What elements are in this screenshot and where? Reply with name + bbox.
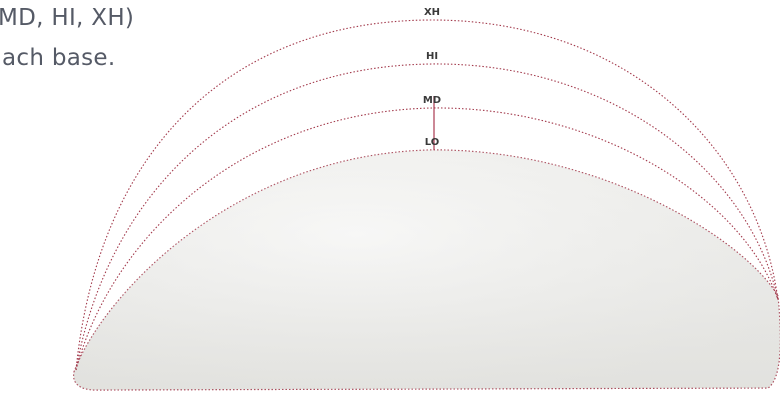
label-hi: HI	[426, 51, 438, 62]
profile-arc-md	[75, 107, 779, 371]
label-xh: XH	[424, 7, 440, 18]
caption-line-1: MD, HI, XH)	[0, 5, 135, 31]
caption-line-2: ach base.	[2, 45, 116, 71]
label-md: MD	[423, 95, 441, 106]
label-lo: LO	[425, 137, 440, 148]
implant-shading	[73, 149, 780, 390]
